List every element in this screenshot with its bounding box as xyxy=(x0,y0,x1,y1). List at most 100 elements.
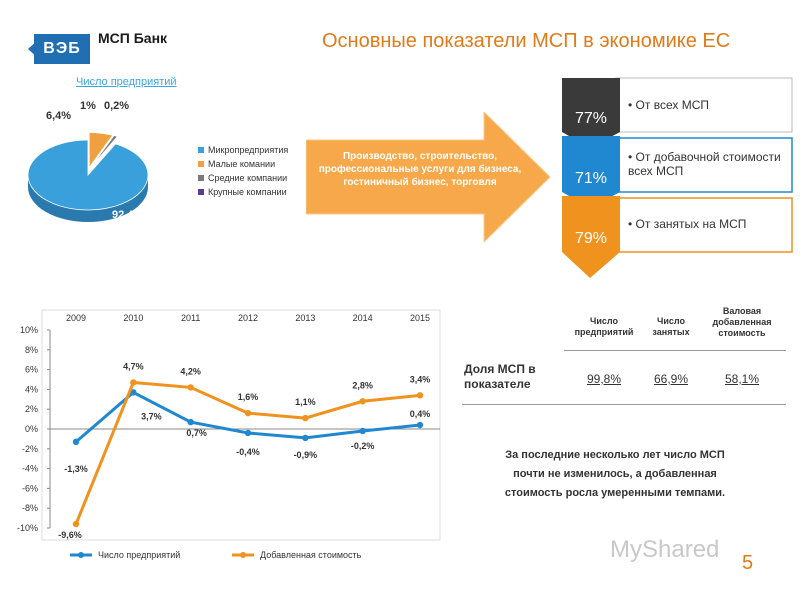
series-1-data-label: 1,6% xyxy=(238,392,259,402)
table-value-value-added[interactable]: 58,1% xyxy=(724,372,760,386)
series-1-data-label: -9,6% xyxy=(58,530,82,540)
steps-graphic xyxy=(562,77,793,278)
series-1-point xyxy=(187,384,194,391)
series-0-data-label: -0,2% xyxy=(351,441,375,451)
bank-name: МСП Банк xyxy=(98,30,168,46)
series-0-point xyxy=(187,418,194,426)
series-1-point xyxy=(244,409,252,417)
x-tick-label: 2015 xyxy=(410,313,430,323)
step-3-label: От занятых на МСП xyxy=(635,217,747,231)
pie-label-medium: 1% xyxy=(80,100,96,112)
series-0-data-label: -0,4% xyxy=(236,447,260,457)
series-0-data-label: 0,4% xyxy=(410,409,431,419)
table-divider-bottom xyxy=(462,404,786,405)
pie-slice-1 xyxy=(88,132,114,169)
y-tick-label: -10% xyxy=(17,523,38,533)
legend-swatch xyxy=(198,147,204,153)
legend-item-medium: Средние компании xyxy=(198,173,288,183)
legend-label: Малые комании xyxy=(208,159,276,169)
series-1-data-label: 2,8% xyxy=(352,380,373,390)
y-tick-label: 8% xyxy=(25,345,38,355)
legend-label: Средние компании xyxy=(208,173,288,183)
legend-swatch xyxy=(198,175,204,181)
x-tick-label: 2010 xyxy=(123,313,143,323)
series-1-data-label: 3,4% xyxy=(410,374,431,384)
y-tick-label: 0% xyxy=(25,424,38,434)
series-0-point xyxy=(359,427,366,435)
legend-label: Добавленная стоимость xyxy=(260,550,362,560)
pie-legend: Микропредприятия Малые комании Средние к… xyxy=(198,145,288,197)
step-1-percent: 77% xyxy=(574,110,608,127)
y-tick-label: 2% xyxy=(25,404,38,414)
x-tick-label: 2011 xyxy=(181,313,200,323)
series-1-point xyxy=(302,414,309,422)
series-1-data-label: 1,1% xyxy=(295,397,316,407)
y-tick-label: 10% xyxy=(20,325,38,335)
x-tick-label: 2013 xyxy=(295,313,315,323)
step-1-label: От всех МСП xyxy=(635,98,709,112)
x-tick-label: 2014 xyxy=(353,313,373,323)
page-title: Основные показатели МСП в экономике ЕС xyxy=(322,30,731,52)
table-header-employed: Число занятых xyxy=(652,316,690,337)
sector-arrow xyxy=(306,112,551,242)
step-2-percent: 71% xyxy=(574,170,608,187)
legend-item-micro: Микропредприятия xyxy=(198,145,288,155)
pie-label-large: 0,2% xyxy=(104,100,130,112)
table-value-employed[interactable]: 66,9% xyxy=(653,372,689,386)
y-tick-label: -2% xyxy=(22,444,38,454)
pie-slice-3 xyxy=(90,136,120,169)
series-1-point xyxy=(359,398,366,405)
plot-frame xyxy=(41,309,441,541)
series-1-data-label: 4,7% xyxy=(123,361,144,371)
table-header-enterprises: Число предприятий xyxy=(574,316,634,337)
series-1-point xyxy=(130,379,137,386)
table-header-value-added: Валовая добавленная стоимость xyxy=(712,306,772,338)
x-tick-label: 2012 xyxy=(238,313,258,323)
legend-swatch xyxy=(198,161,204,167)
legend-label: Число предприятий xyxy=(98,550,180,560)
logo: ВЭБ xyxy=(34,34,90,64)
pie-label-small: 6,4% xyxy=(46,110,72,122)
legend-item-large: Крупные компании xyxy=(198,187,288,197)
series-0-data-label: 0,7% xyxy=(186,428,207,438)
step-1-text: • От всех МСП xyxy=(628,98,709,112)
pie-title[interactable]: Число предприятий xyxy=(76,76,177,88)
pie-side xyxy=(28,175,148,222)
legend-item-small: Малые комании xyxy=(198,159,288,169)
legend-label: Микропредприятия xyxy=(208,145,289,155)
page-number: 5 xyxy=(742,552,754,574)
legend-label: Крупные компании xyxy=(208,187,287,197)
legend-marker xyxy=(78,552,84,558)
series-0-point xyxy=(302,434,309,442)
series-0-data-label: -0,9% xyxy=(294,450,318,460)
legend-swatch xyxy=(198,189,204,195)
series-0-point xyxy=(72,438,80,446)
x-tick-label: 2009 xyxy=(66,313,86,323)
step-3-percent: 79% xyxy=(574,230,608,247)
line-chart: 10% 8% 6% 4% 2% 0% -2% -4% -6% -8% -10% 2009 2010 201… xyxy=(17,309,441,560)
legend-marker xyxy=(240,552,246,558)
series-1-point xyxy=(72,520,80,528)
y-tick-label: -8% xyxy=(22,503,38,513)
series-0-point xyxy=(130,389,137,396)
series-0-data-label: 3,7% xyxy=(141,411,162,421)
series-0-data-label: -1,3% xyxy=(64,464,88,474)
summary-note: За последние несколько лет число МСП поч… xyxy=(504,449,726,499)
pie-label-micro: 92,4% xyxy=(112,209,144,221)
step-3-text: • От занятых на МСП xyxy=(628,217,747,231)
step-2-text: • От добавочной стоимости всех МСП xyxy=(628,150,781,178)
table-row-label: Доля МСП в показателе xyxy=(464,362,536,391)
step-2-label: От добавочной стоимости всех МСП xyxy=(628,150,781,178)
table-value-enterprises[interactable]: 99,8% xyxy=(586,372,622,386)
y-tick-label: 6% xyxy=(25,365,38,375)
series-1-point xyxy=(416,392,424,399)
watermark: MyShared xyxy=(610,536,720,563)
series-1-data-label: 4,2% xyxy=(180,366,201,376)
pie-chart xyxy=(27,132,149,222)
pie-slice-0 xyxy=(27,139,149,211)
table-divider-top xyxy=(564,350,786,351)
y-tick-label: -4% xyxy=(22,464,38,474)
sector-arrow-text: Производство, строительство, профессиона… xyxy=(318,151,522,188)
y-tick-label: -6% xyxy=(22,483,38,493)
y-tick-label: 4% xyxy=(25,384,38,394)
